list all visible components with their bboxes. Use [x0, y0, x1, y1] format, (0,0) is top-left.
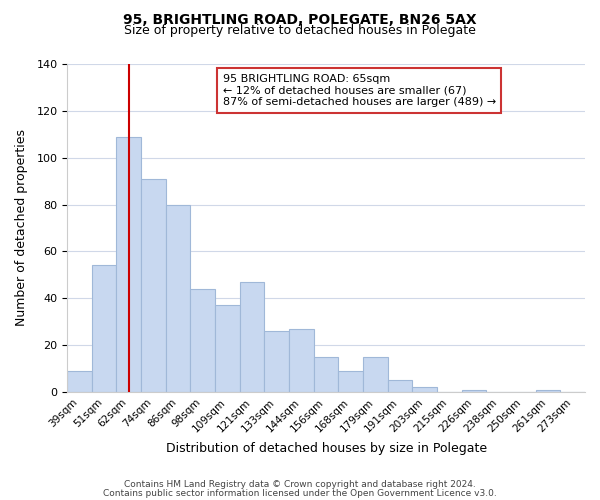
Bar — [92, 266, 116, 392]
Bar — [289, 328, 314, 392]
Bar — [67, 371, 92, 392]
Bar — [314, 357, 338, 392]
Bar — [141, 179, 166, 392]
Bar — [240, 282, 265, 392]
Bar — [462, 390, 487, 392]
Bar — [265, 331, 289, 392]
Text: Contains public sector information licensed under the Open Government Licence v3: Contains public sector information licen… — [103, 488, 497, 498]
Text: 95 BRIGHTLING ROAD: 65sqm
← 12% of detached houses are smaller (67)
87% of semi-: 95 BRIGHTLING ROAD: 65sqm ← 12% of detac… — [223, 74, 496, 107]
Bar — [166, 204, 190, 392]
Bar — [536, 390, 560, 392]
Bar — [412, 388, 437, 392]
Text: 95, BRIGHTLING ROAD, POLEGATE, BN26 5AX: 95, BRIGHTLING ROAD, POLEGATE, BN26 5AX — [123, 12, 477, 26]
Text: Contains HM Land Registry data © Crown copyright and database right 2024.: Contains HM Land Registry data © Crown c… — [124, 480, 476, 489]
Bar — [190, 289, 215, 392]
Bar — [116, 136, 141, 392]
Bar — [338, 371, 363, 392]
Bar — [388, 380, 412, 392]
Bar — [363, 357, 388, 392]
Bar — [215, 306, 240, 392]
X-axis label: Distribution of detached houses by size in Polegate: Distribution of detached houses by size … — [166, 442, 487, 455]
Y-axis label: Number of detached properties: Number of detached properties — [15, 130, 28, 326]
Text: Size of property relative to detached houses in Polegate: Size of property relative to detached ho… — [124, 24, 476, 37]
